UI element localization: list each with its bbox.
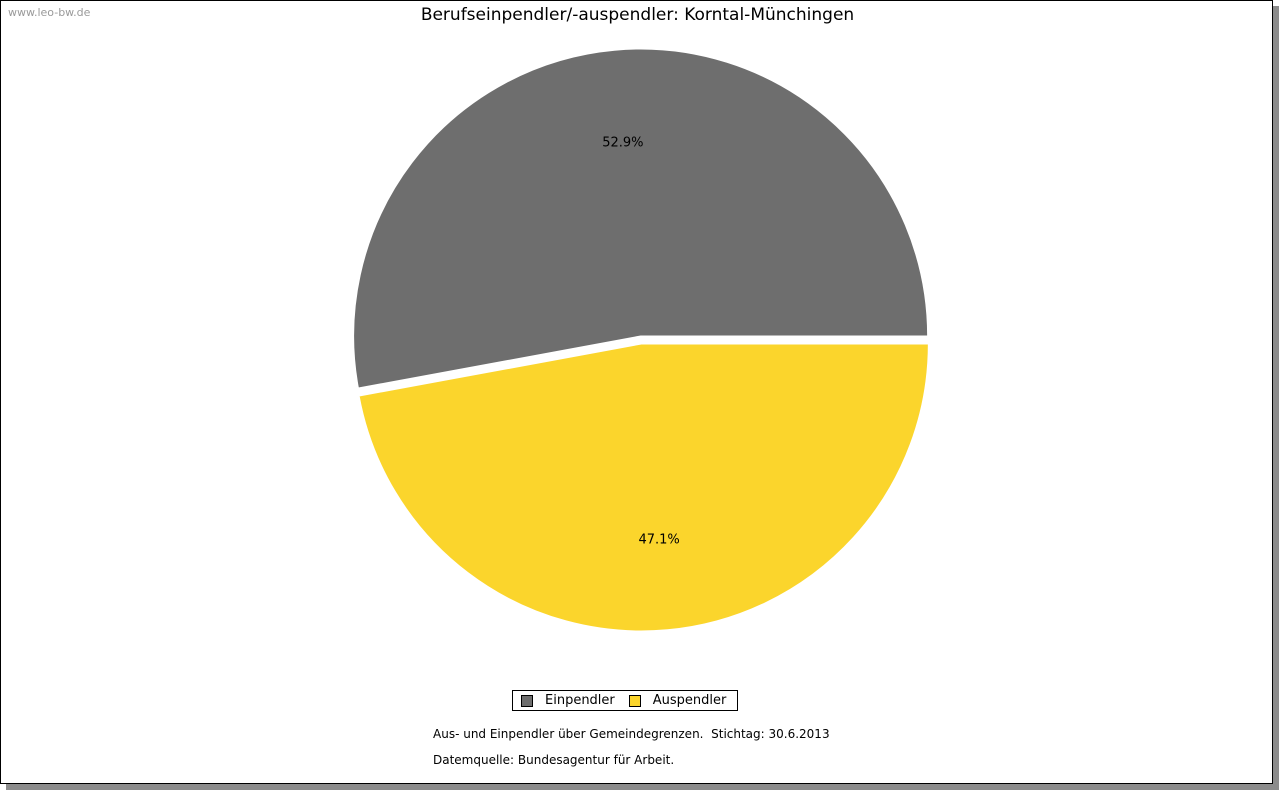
legend-label-einpendler: Einpendler (545, 693, 615, 708)
pie-slice-auspendler (358, 343, 929, 632)
slice-label-auspendler: 47.1% (638, 532, 679, 547)
chart-title: Berufseinpendler/-auspendler: Korntal-Mü… (420, 5, 855, 25)
pie-slice-einpendler (353, 48, 929, 389)
legend-swatch-auspendler (628, 694, 641, 707)
legend-item-auspendler: Auspendler (628, 693, 727, 708)
slice-label-einpendler: 52.9% (602, 136, 643, 151)
legend-swatch-einpendler (521, 694, 533, 707)
legend: Einpendler Auspendler (512, 690, 739, 711)
note-pendler: Aus- und Einpendler über Gemeindegrenzen… (433, 727, 830, 741)
watermark: www.leo-bw.de (8, 6, 91, 19)
note-datenquelle: Datemquelle: Bundesagentur für Arbeit. (433, 753, 675, 767)
legend-label-auspendler: Auspendler (652, 693, 727, 708)
legend-item-einpendler: Einpendler (521, 693, 615, 708)
